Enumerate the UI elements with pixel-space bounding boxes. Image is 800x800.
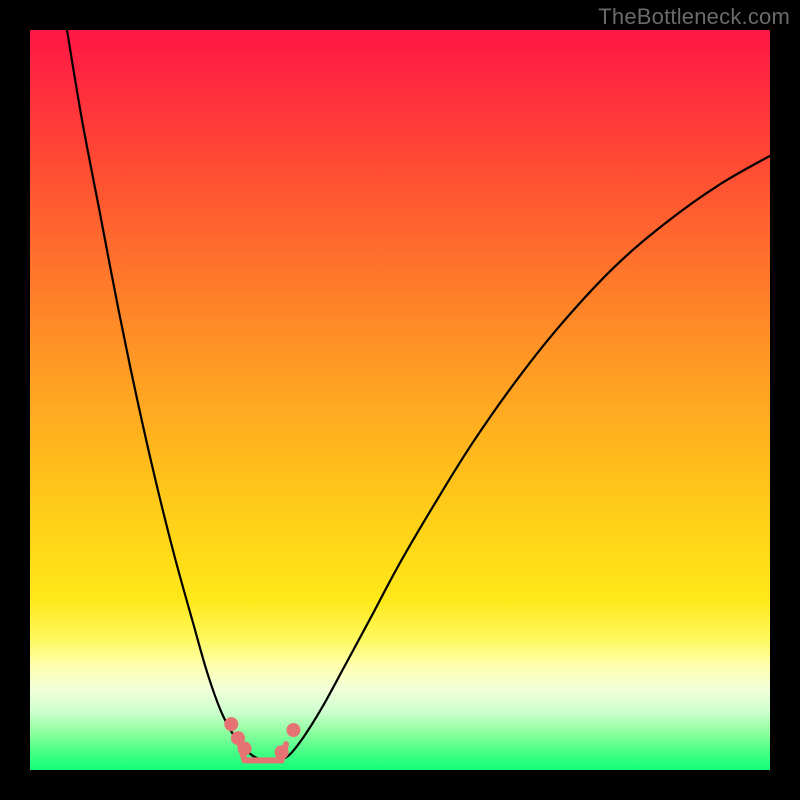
marker-point [286,723,300,737]
curve-left-branch [67,30,263,760]
curve-layer [30,30,770,770]
marker-point [238,742,252,756]
chart-frame: TheBottleneck.com [0,0,800,800]
marker-point [224,717,238,731]
plot-area [30,30,770,770]
marker-point [275,745,289,759]
watermark-text: TheBottleneck.com [598,4,790,30]
curve-right-branch [278,156,770,761]
